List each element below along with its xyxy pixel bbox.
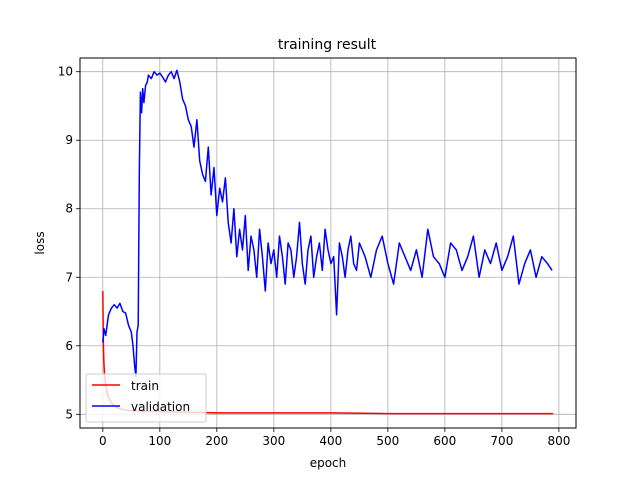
x-tick-label: 700 [490,434,513,448]
y-axis-title: loss [33,231,47,254]
plot-frame [79,57,577,429]
y-tick-label: 5 [65,407,73,421]
x-tick-label: 300 [262,434,285,448]
x-tick-label: 100 [148,434,171,448]
legend-label-train: train [131,379,159,393]
axis-ticks: 0 100 200 300 400 500 600 700 800 5 6 7 8 9 10 [58,65,571,448]
x-tick-label: 200 [205,434,228,448]
x-axis-title: epoch [310,456,347,470]
x-tick-label: 600 [433,434,456,448]
x-tick-label: 0 [99,434,107,448]
y-tick-label: 6 [65,339,73,353]
chart-title: training result [278,37,377,53]
legend: train validation [85,373,207,423]
x-tick-label: 400 [319,434,342,448]
y-tick-label: 10 [58,65,73,79]
y-tick-label: 8 [65,202,73,216]
legend-label-validation: validation [131,400,190,414]
x-tick-label: 800 [547,434,570,448]
series-line-validation [102,69,553,378]
y-tick-label: 9 [65,133,73,147]
x-tick-label: 500 [376,434,399,448]
y-tick-label: 7 [65,270,73,284]
legend-box [85,373,207,423]
